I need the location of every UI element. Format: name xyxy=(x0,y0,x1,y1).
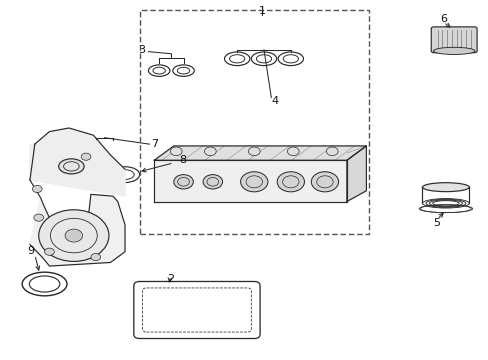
Ellipse shape xyxy=(432,47,474,54)
Text: 9: 9 xyxy=(27,246,35,256)
Circle shape xyxy=(39,210,109,261)
Polygon shape xyxy=(30,128,125,196)
Circle shape xyxy=(311,172,338,192)
Text: 5: 5 xyxy=(433,218,440,228)
Circle shape xyxy=(287,147,299,156)
Ellipse shape xyxy=(422,183,468,192)
Circle shape xyxy=(91,253,101,261)
FancyBboxPatch shape xyxy=(430,27,476,53)
Text: 3: 3 xyxy=(138,45,145,55)
Circle shape xyxy=(240,172,267,192)
Circle shape xyxy=(173,175,193,189)
Circle shape xyxy=(326,147,337,156)
Polygon shape xyxy=(346,146,366,202)
Text: 6: 6 xyxy=(439,14,446,24)
Circle shape xyxy=(204,147,216,156)
Circle shape xyxy=(32,185,42,193)
Circle shape xyxy=(65,229,82,242)
Polygon shape xyxy=(30,194,125,266)
Text: 8: 8 xyxy=(179,155,186,165)
Text: 7: 7 xyxy=(150,139,158,149)
Circle shape xyxy=(34,214,43,221)
Ellipse shape xyxy=(59,159,84,174)
Polygon shape xyxy=(154,146,366,160)
Text: 4: 4 xyxy=(271,96,278,106)
Circle shape xyxy=(277,172,304,192)
Circle shape xyxy=(248,147,260,156)
Circle shape xyxy=(44,248,54,255)
Text: 2: 2 xyxy=(166,274,174,284)
Text: 1: 1 xyxy=(258,6,265,17)
Polygon shape xyxy=(154,160,346,202)
Circle shape xyxy=(170,147,182,156)
Circle shape xyxy=(203,175,222,189)
Circle shape xyxy=(81,153,91,160)
